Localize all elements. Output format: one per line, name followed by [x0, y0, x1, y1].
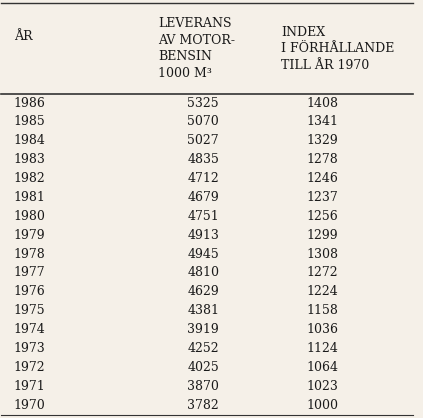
Text: 4810: 4810	[187, 266, 219, 279]
Text: 1278: 1278	[307, 153, 338, 166]
Text: 4679: 4679	[187, 191, 219, 204]
Text: 1237: 1237	[307, 191, 338, 204]
Text: 1982: 1982	[14, 172, 46, 185]
Text: 1975: 1975	[14, 304, 45, 317]
Text: 1256: 1256	[307, 210, 338, 223]
Text: 1023: 1023	[307, 380, 338, 393]
Text: 4945: 4945	[187, 247, 219, 260]
Text: 4252: 4252	[187, 342, 219, 355]
Text: ÅR: ÅR	[14, 30, 33, 43]
Text: 5070: 5070	[187, 115, 219, 128]
Text: 1983: 1983	[14, 153, 46, 166]
Text: 1981: 1981	[14, 191, 46, 204]
Text: 1064: 1064	[307, 361, 338, 374]
Text: LEVERANS
AV MOTOR-
BENSIN
1000 M³: LEVERANS AV MOTOR- BENSIN 1000 M³	[158, 17, 235, 80]
Text: 1979: 1979	[14, 229, 45, 242]
Text: 1329: 1329	[307, 134, 338, 147]
Text: 1408: 1408	[307, 97, 338, 110]
Text: 1246: 1246	[307, 172, 338, 185]
Text: 1972: 1972	[14, 361, 45, 374]
Text: 4629: 4629	[187, 285, 219, 298]
Text: 4712: 4712	[187, 172, 219, 185]
Text: 1299: 1299	[307, 229, 338, 242]
Text: 3870: 3870	[187, 380, 219, 393]
Text: 1308: 1308	[307, 247, 338, 260]
Text: 1985: 1985	[14, 115, 46, 128]
Text: 4913: 4913	[187, 229, 219, 242]
Text: 4751: 4751	[187, 210, 219, 223]
Text: 1224: 1224	[307, 285, 338, 298]
Text: 1973: 1973	[14, 342, 46, 355]
Text: 5325: 5325	[187, 97, 219, 110]
Text: 1158: 1158	[307, 304, 338, 317]
Text: 1977: 1977	[14, 266, 45, 279]
Text: 1980: 1980	[14, 210, 46, 223]
Text: 1976: 1976	[14, 285, 46, 298]
Text: 5027: 5027	[187, 134, 219, 147]
Text: 1341: 1341	[307, 115, 338, 128]
Text: 1000: 1000	[307, 399, 338, 412]
Text: 1124: 1124	[307, 342, 338, 355]
Text: 1971: 1971	[14, 380, 46, 393]
Text: 4381: 4381	[187, 304, 219, 317]
Text: 3782: 3782	[187, 399, 219, 412]
Text: 1272: 1272	[307, 266, 338, 279]
Text: 3919: 3919	[187, 323, 219, 336]
Text: 1986: 1986	[14, 97, 46, 110]
Text: 4835: 4835	[187, 153, 219, 166]
Text: 1036: 1036	[307, 323, 338, 336]
Text: 1970: 1970	[14, 399, 46, 412]
Text: 1974: 1974	[14, 323, 46, 336]
Text: 4025: 4025	[187, 361, 219, 374]
Text: 1984: 1984	[14, 134, 46, 147]
Text: INDEX
I FÖRHÅLLANDE
TILL ÅR 1970: INDEX I FÖRHÅLLANDE TILL ÅR 1970	[281, 25, 395, 71]
Text: 1978: 1978	[14, 247, 46, 260]
